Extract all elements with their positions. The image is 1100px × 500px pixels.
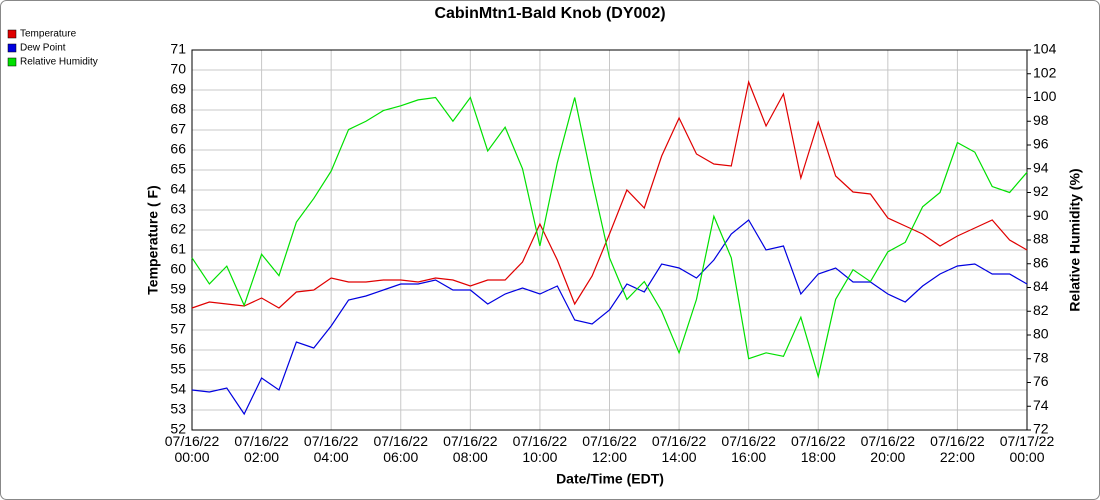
y-tick-label: 57	[170, 321, 186, 337]
y-tick-label: 62	[170, 221, 186, 237]
y2-tick-label: 94	[1033, 159, 1049, 175]
x-tick-label: 07/16/22 00:00	[165, 433, 220, 465]
y2-axis-label: Relative Humidity (%)	[1067, 168, 1083, 311]
y2-tick-label: 74	[1033, 397, 1049, 413]
y2-tick-label: 100	[1033, 88, 1057, 104]
series-line	[191, 96, 1028, 379]
series-line	[191, 219, 1028, 416]
x-tick-label: 07/16/22 18:00	[791, 433, 846, 465]
y2-tick-label: 84	[1033, 278, 1049, 294]
x-tick-label: 07/16/22 14:00	[652, 433, 707, 465]
y2-tick-label: 72	[1033, 421, 1049, 437]
x-tick-label: 07/16/22 20:00	[861, 433, 916, 465]
plot-frame	[191, 49, 1028, 431]
x-tick-label: 07/16/22 06:00	[374, 433, 429, 465]
y-tick-label: 70	[170, 61, 186, 77]
y-tick-label: 60	[170, 261, 186, 277]
y2-tick-label: 96	[1033, 136, 1049, 152]
y-tick-label: 52	[170, 421, 186, 437]
y-tick-label: 54	[170, 381, 186, 397]
y-tick-label: 71	[170, 41, 186, 57]
y2-tick-label: 98	[1033, 112, 1049, 128]
legend-swatch	[7, 43, 17, 53]
y2-tick-label: 88	[1033, 231, 1049, 247]
y-tick-label: 66	[170, 141, 186, 157]
legend-label: Relative Humidity	[20, 57, 98, 68]
y-tick-label: 61	[170, 241, 186, 257]
legend-label: Dew Point	[20, 43, 66, 54]
y2-tick-label: 78	[1033, 349, 1049, 365]
x-tick-label: 07/16/22 02:00	[234, 433, 289, 465]
y2-tick-label: 82	[1033, 302, 1049, 318]
y-axis-label: Temperature ( F)	[145, 185, 161, 294]
y-tick-label: 59	[170, 281, 186, 297]
y-tick-label: 63	[170, 201, 186, 217]
y-tick-label: 68	[170, 101, 186, 117]
y2-tick-label: 76	[1033, 373, 1049, 389]
x-axis-label: Date/Time (EDT)	[556, 471, 664, 487]
y2-tick-label: 92	[1033, 183, 1049, 199]
y2-tick-label: 86	[1033, 254, 1049, 270]
legend-swatch	[7, 57, 17, 67]
x-tick-label: 07/16/22 16:00	[721, 433, 776, 465]
x-tick-label: 07/16/22 22:00	[930, 433, 985, 465]
y-tick-label: 67	[170, 121, 186, 137]
y-tick-label: 65	[170, 161, 186, 177]
x-tick-label: 07/16/22 12:00	[582, 433, 637, 465]
x-tick-label: 07/16/22 08:00	[443, 433, 498, 465]
legend-label: Temperature	[20, 29, 77, 40]
x-tick-label: 07/17/22 00:00	[1000, 433, 1055, 465]
y-tick-label: 69	[170, 81, 186, 97]
x-tick-label: 07/16/22 10:00	[513, 433, 568, 465]
y2-tick-label: 90	[1033, 207, 1049, 223]
y-tick-label: 53	[170, 401, 186, 417]
y-tick-label: 64	[170, 181, 186, 197]
x-tick-label: 07/16/22 04:00	[304, 433, 359, 465]
y2-tick-label: 104	[1033, 41, 1057, 57]
y2-tick-label: 80	[1033, 326, 1049, 342]
chart-title: CabinMtn1-Bald Knob (DY002)	[434, 5, 665, 22]
legend-swatch	[7, 29, 17, 39]
y-tick-label: 58	[170, 301, 186, 317]
y-tick-label: 56	[170, 341, 186, 357]
y-tick-label: 55	[170, 361, 186, 377]
y2-tick-label: 102	[1033, 64, 1057, 80]
series-line	[191, 79, 1028, 309]
